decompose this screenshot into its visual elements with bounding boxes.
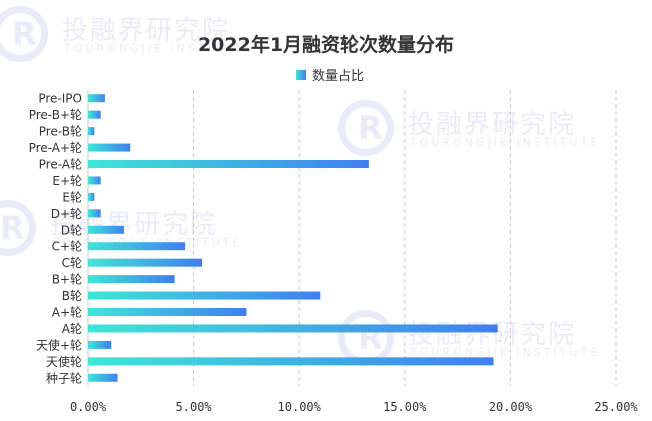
bar [88, 373, 118, 382]
y-category-label: 天使轮 [46, 354, 82, 369]
bar [88, 143, 131, 152]
y-category-label: E轮 [62, 190, 82, 204]
y-category-label: A+轮 [52, 306, 82, 320]
bar [88, 275, 175, 284]
bar [88, 340, 112, 349]
x-tick-label: 20.00% [489, 400, 533, 414]
y-category-label: C+轮 [52, 240, 82, 254]
bar [88, 176, 101, 185]
x-tick-label: 10.00% [278, 400, 322, 414]
bar [88, 209, 101, 218]
bar [88, 291, 321, 300]
y-category-label: D轮 [61, 223, 82, 237]
x-tick-label: 15.00% [383, 400, 427, 414]
y-category-label: B轮 [62, 289, 82, 303]
y-category-label: E+轮 [52, 174, 82, 188]
y-category-label: 种子轮 [46, 371, 82, 385]
x-tick-label: 0.00% [70, 400, 107, 414]
y-category-label: 天使+轮 [36, 337, 82, 352]
legend: 数量占比 [296, 69, 364, 84]
y-category-label: B+轮 [52, 273, 82, 287]
bar [88, 308, 247, 316]
x-tick-label: 25.00% [594, 400, 638, 414]
y-category-label: Pre-A轮 [39, 158, 82, 172]
legend-label: 数量占比 [312, 69, 364, 84]
y-category-label: Pre-IPO [38, 92, 82, 106]
bar [88, 324, 498, 333]
y-category-label: Pre-B+轮 [29, 108, 82, 122]
bar [88, 357, 494, 366]
bar [88, 160, 369, 168]
chart-title: 2022年1月融资轮次数量分布 [198, 33, 454, 56]
y-category-label: C轮 [62, 256, 82, 270]
y-category-label: A轮 [62, 322, 82, 336]
bar [88, 192, 95, 201]
legend-swatch [296, 70, 306, 80]
bar [88, 225, 124, 234]
bar [88, 127, 95, 136]
y-category-label: D+轮 [51, 207, 82, 221]
bar [88, 94, 105, 103]
y-category-label: Pre-A+轮 [29, 141, 82, 155]
bar [88, 110, 101, 119]
x-tick-label: 5.00% [176, 400, 213, 414]
bar [88, 258, 203, 267]
y-category-label: Pre-B轮 [39, 125, 82, 139]
bar [88, 242, 186, 251]
